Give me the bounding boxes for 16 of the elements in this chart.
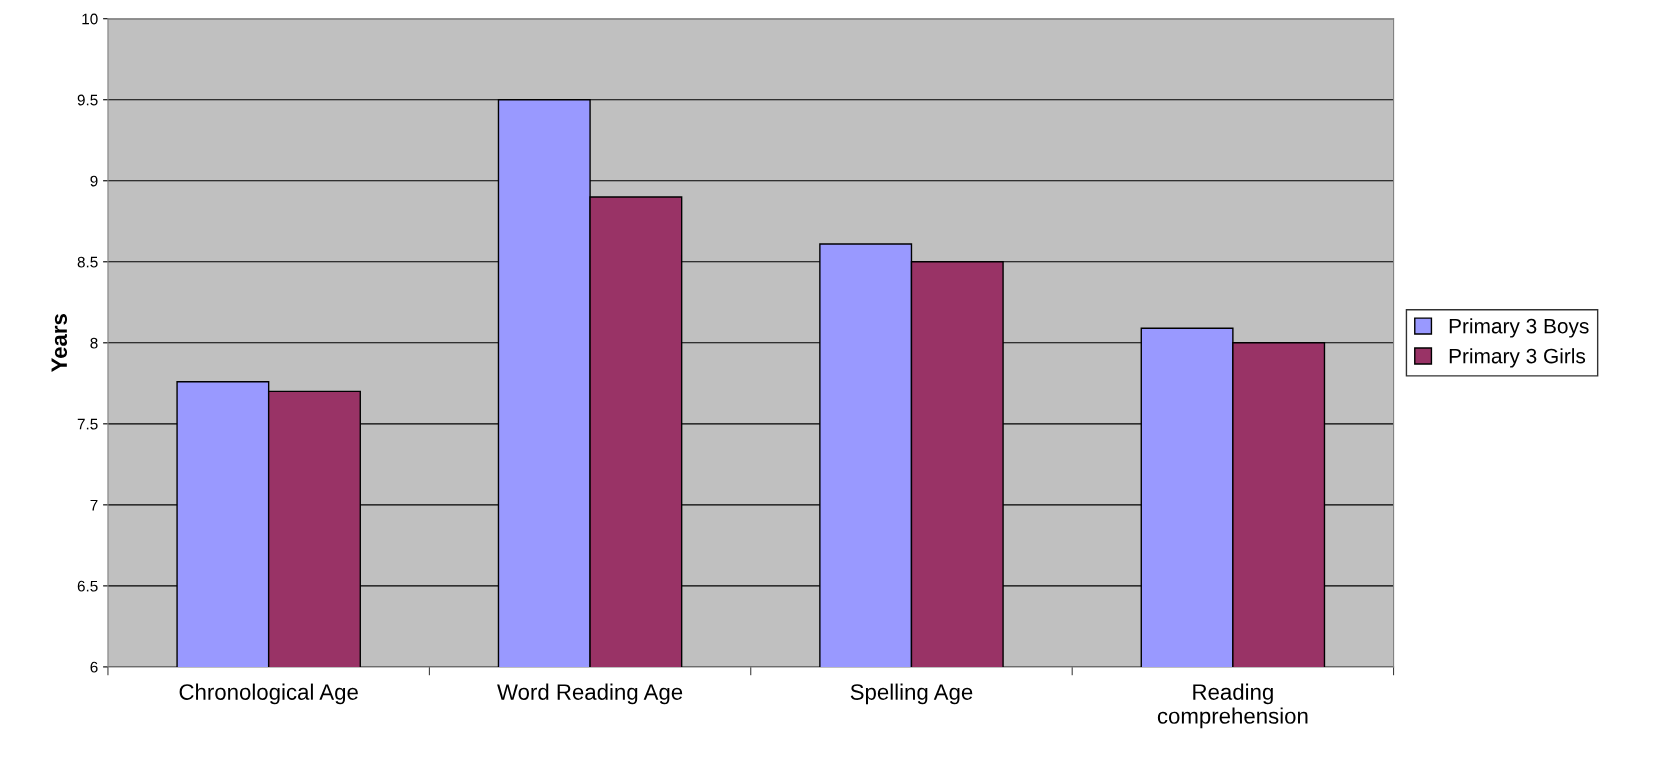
x-tick-label: Word Reading Age — [497, 683, 683, 705]
y-tick-label: 8.5 — [77, 256, 98, 268]
y-tick-label: 7 — [90, 499, 98, 511]
legend-label: Primary 3 Boys — [1449, 318, 1589, 338]
y-axis-title: Years — [51, 314, 68, 373]
x-tick-label: Chronological Age — [179, 683, 358, 705]
y-tick-label: 9 — [90, 175, 98, 187]
y-tick-label: 9.5 — [77, 94, 98, 106]
y-tick-label: 10 — [82, 13, 98, 25]
x-tick-label: Reading comprehension — [1157, 683, 1308, 729]
y-tick-label: 7.5 — [77, 418, 98, 430]
y-tick-label: 6.5 — [77, 580, 98, 592]
legend-label: Primary 3 Girls — [1449, 348, 1586, 368]
y-tick-label: 6 — [90, 661, 98, 673]
x-tick-label: Spelling Age — [850, 683, 973, 705]
y-tick-label: 8 — [90, 337, 98, 349]
